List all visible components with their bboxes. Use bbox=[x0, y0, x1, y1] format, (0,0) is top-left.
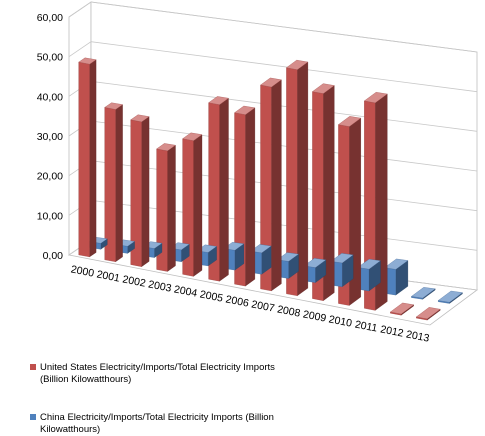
legend-swatch-china bbox=[30, 414, 36, 420]
bars bbox=[78, 57, 463, 321]
x-tick-label: 2000 bbox=[70, 263, 95, 279]
y-tick-label: 60,00 bbox=[37, 12, 63, 24]
x-tick-label: 2010 bbox=[328, 313, 353, 329]
bar-us-2013 bbox=[415, 307, 441, 321]
legend-label-us: United States Electricity/Imports/Total … bbox=[40, 362, 275, 385]
y-tick-label: 30,00 bbox=[37, 131, 63, 143]
x-tick-label: 2002 bbox=[121, 273, 146, 289]
y-tick-label: 50,00 bbox=[37, 52, 63, 64]
x-tick-label: 2007 bbox=[250, 298, 275, 314]
bar-us-2005 bbox=[208, 96, 229, 282]
x-tick-label: 2005 bbox=[199, 288, 224, 304]
x-tick-label: 2006 bbox=[225, 293, 250, 309]
bar-us-2011 bbox=[363, 92, 388, 311]
gridline bbox=[68, 1, 478, 53]
gridline bbox=[68, 41, 478, 93]
y-tick-label: 0,00 bbox=[43, 250, 64, 262]
bar-us-2002 bbox=[130, 114, 150, 267]
legend-swatch-us bbox=[30, 364, 36, 370]
x-axis-tick-labels: 2000 2001 2002 2003 2004 2005 2006 2007 2008 2009… bbox=[70, 263, 431, 344]
bar-us-2008 bbox=[286, 59, 309, 297]
x-tick-label: 2011 bbox=[354, 319, 379, 335]
y-axis-tick-labels: 0,00 10,00 20,00 30,00 40,00 50,00 60,00 bbox=[37, 12, 63, 262]
x-tick-label: 2008 bbox=[276, 303, 301, 319]
y-tick-label: 20,00 bbox=[37, 171, 63, 183]
legend-label-china: China Electricity/Imports/Total Electric… bbox=[40, 412, 274, 435]
y-tick-label: 10,00 bbox=[37, 210, 63, 222]
bar-us-2001 bbox=[104, 102, 123, 263]
bar-us-2003 bbox=[156, 143, 176, 272]
x-tick-label: 2004 bbox=[173, 283, 198, 299]
bar-us-2009 bbox=[312, 83, 335, 301]
bar-us-2007 bbox=[260, 77, 282, 292]
x-tick-label: 2009 bbox=[302, 308, 327, 324]
y-tick-label: 40,00 bbox=[37, 91, 63, 103]
x-tick-label: 2012 bbox=[379, 323, 404, 339]
bar-us-2012 bbox=[389, 302, 415, 316]
bar-us-2004 bbox=[182, 132, 203, 277]
x-tick-label: 2001 bbox=[96, 268, 121, 284]
x-tick-label: 2013 bbox=[405, 328, 430, 344]
bar-china-2013 bbox=[437, 290, 463, 304]
bar-us-2000 bbox=[78, 57, 97, 258]
bar-china-2012 bbox=[411, 287, 436, 300]
x-tick-label: 2003 bbox=[147, 278, 172, 294]
